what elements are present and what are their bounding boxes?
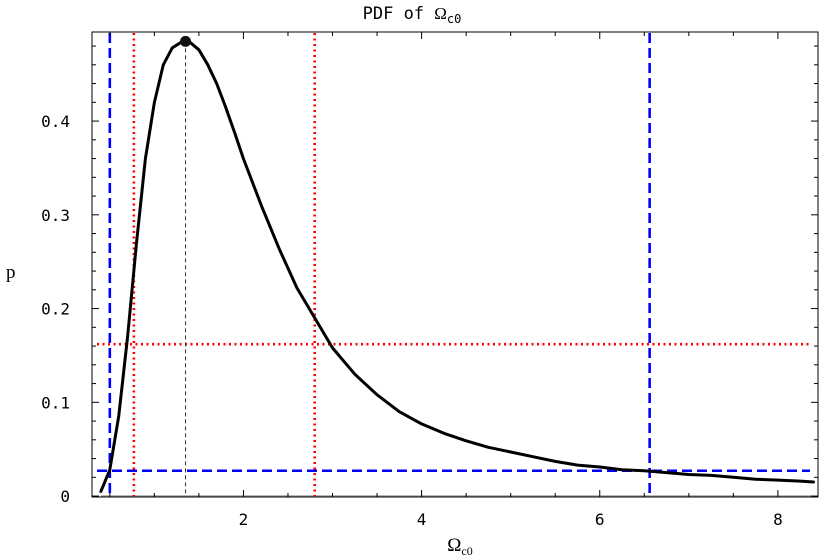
y-tick-label-0_2: 0.2: [41, 300, 70, 319]
peak-marker: [180, 35, 192, 47]
chart-title: PDF of Ωc0: [363, 4, 462, 26]
x-axis-label: Ωc0: [447, 535, 472, 558]
x-tick-label-8: 8: [773, 510, 783, 529]
plot-frame: [91, 31, 819, 498]
y-axis-label: p: [6, 262, 16, 283]
reference-lines: [97, 33, 810, 496]
pdf-curve-1: [99, 39, 815, 493]
x-tick-label-6: 6: [595, 510, 605, 529]
plot-border: [91, 31, 819, 498]
x-tick-label-4: 4: [417, 510, 427, 529]
y-tick-label-0: 0: [60, 487, 70, 506]
y-tick-label-0_1: 0.1: [41, 393, 70, 412]
series-curves: [99, 39, 815, 493]
x-ticks: 2 4 6 8: [109, 32, 783, 529]
peak-marker-group: [180, 35, 192, 47]
y-tick-label-0_4: 0.4: [41, 112, 70, 131]
x-tick-label-2: 2: [239, 510, 249, 529]
y-tick-label-0_3: 0.3: [41, 206, 70, 225]
y-ticks: 0 0.1 0.2 0.3 0.4: [41, 45, 818, 506]
